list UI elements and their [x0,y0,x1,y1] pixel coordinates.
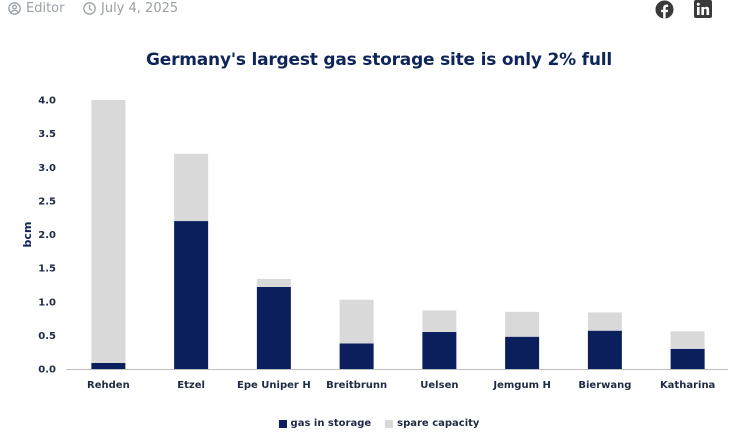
article-meta: Editor July 4, 2025 [0,0,729,20]
y-tick-label: 4.0 [38,96,56,107]
y-tick-label: 3.5 [38,129,56,140]
bar-spare-capacity [339,299,374,344]
date-meta: July 4, 2025 [83,1,178,16]
bar-spare-capacity [587,312,622,331]
author-meta[interactable]: Editor [8,1,64,16]
y-tick-label: 0.5 [38,331,56,342]
bar-gas-in-storage [256,286,291,369]
bar-gas-in-storage [91,362,126,369]
bar-spare-capacity [174,153,209,222]
bar-spare-capacity [256,278,291,287]
bar-gas-in-storage [339,343,374,369]
stacked-bar-chart: 0.0 0.5 1.0 1.5 2.0 2.5 3.0 3.5 4.0 bcm Rehden Et… [21,96,728,391]
bar-gas-in-storage [174,221,209,369]
x-tick-label: Uelsen [420,380,458,391]
bar-spare-capacity [91,100,126,363]
linkedin-share-button[interactable] [694,0,712,23]
legend-label-spare-capacity: spare capacity [397,418,480,429]
y-tick-label: 0.0 [38,365,56,376]
x-tick-label: Epe Uniper H [237,380,311,391]
x-tick-label: Katharina [660,380,715,391]
bar-gas-in-storage [670,348,705,369]
publish-date: July 4, 2025 [101,1,179,16]
y-tick-label: 3.0 [38,163,56,174]
x-tick-label: Bierwang [578,380,631,391]
bar-spare-capacity [670,331,705,349]
chart-title: Germany's largest gas storage site is on… [145,50,613,70]
y-axis-ticks: 0.0 0.5 1.0 1.5 2.0 2.5 3.0 3.5 4.0 [38,96,56,376]
bar-spare-capacity [505,311,540,337]
legend-item-gas-in-storage: gas in storage [278,418,372,429]
legend-swatch-gas-in-storage [278,419,287,428]
user-circle-icon [8,2,21,15]
x-tick-label: Jemgum H [492,380,550,391]
bars-group [91,100,705,369]
bar-gas-in-storage [422,332,457,369]
y-tick-label: 1.5 [38,264,56,275]
x-tick-label: Rehden [87,380,130,391]
y-tick-label: 2.5 [38,196,56,207]
x-tick-label: Etzel [177,380,205,391]
y-tick-label: 1.0 [38,297,56,308]
y-axis-label: bcm [21,222,34,248]
facebook-share-button[interactable] [655,0,674,24]
legend-item-spare-capacity: spare capacity [385,418,479,429]
bar-spare-capacity [422,310,457,333]
bar-gas-in-storage [587,330,622,369]
legend-swatch-spare-capacity [385,419,394,428]
x-axis-ticks: Rehden Etzel Epe Uniper H Breitbrunn Uelsen J… [87,380,715,391]
facebook-icon [655,0,674,23]
x-tick-label: Breitbrunn [326,380,387,391]
legend-label-gas-in-storage: gas in storage [290,418,372,429]
bar-gas-in-storage [505,336,540,369]
author-name: Editor [26,1,65,16]
linkedin-icon [694,0,712,22]
chart-legend: gas in storage spare capacity [0,418,729,429]
clock-icon [83,2,96,15]
y-tick-label: 2.0 [38,230,56,241]
